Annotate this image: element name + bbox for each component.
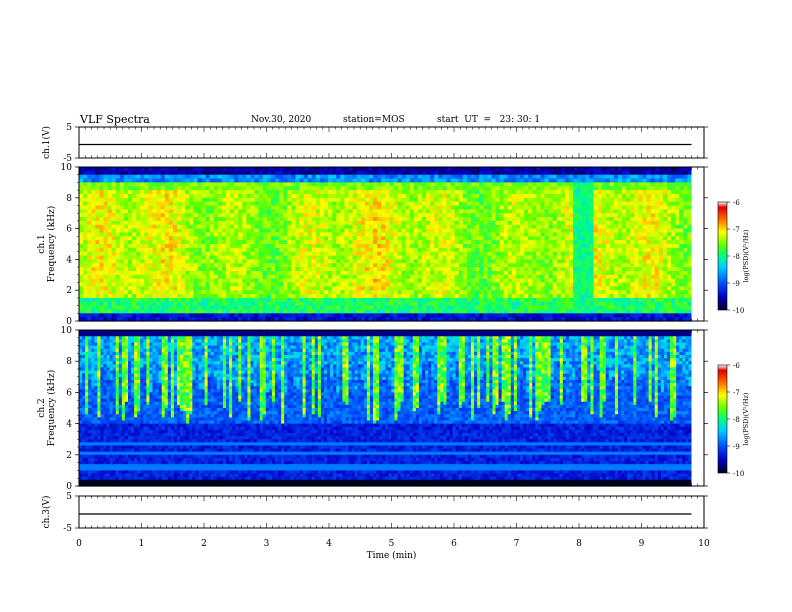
ch2-spectrogram-ytick-label: 0	[66, 482, 72, 492]
ch1-spectrogram-colorbar-label: log(PSD)(V²/Hz)	[742, 229, 750, 282]
ch2-spectrogram-ytick-label: 8	[66, 357, 72, 367]
x-tick-label: 4	[326, 539, 332, 549]
ch2-spectrogram-colorbar-tick: -8	[733, 416, 740, 424]
ch2-spectrogram-colorbar-tick: -6	[733, 362, 740, 370]
x-tick-label: 6	[451, 539, 457, 549]
ch2-spectrogram-ytick-label: 10	[61, 326, 73, 336]
ch2-spectrogram-ytick-label: 2	[66, 451, 72, 461]
x-tick-label: 8	[576, 539, 582, 549]
x-tick-label: 9	[639, 539, 645, 549]
ch1-spectrogram-ytick-label: 4	[66, 255, 72, 265]
ch3-waveform-ytick-label: 5	[66, 492, 72, 502]
ch2-spectrogram-colorbar	[717, 364, 728, 474]
ch2-spectrogram-colorbar-tick: -7	[733, 389, 740, 397]
ch2-spectrogram-colorbar-tick: -10	[733, 470, 744, 478]
ch1-spectrogram-ytick-label: 10	[61, 163, 73, 173]
ch1-spectrogram-ytick-label: 6	[66, 225, 72, 235]
ch2-spectrogram-image	[79, 330, 704, 487]
ch2-spectrogram-ylabel: Frequency (kHz)	[46, 370, 57, 447]
ch3-waveform-ylabel: ch.3(V)	[41, 496, 52, 529]
x-tick-label: 2	[201, 539, 207, 549]
ch1-waveform-ytick-label: 5	[66, 123, 72, 133]
ch1-spectrogram-colorbar	[717, 201, 728, 311]
x-tick-label: 7	[514, 539, 520, 549]
ch1-waveform-ylabel: ch.1(V)	[41, 126, 52, 159]
ch3-waveform-ytick-label: -5	[63, 524, 72, 534]
ch1-spectrogram-ylabel: Frequency (kHz)	[46, 206, 57, 283]
ch1-spectrogram-colorbar-tick: -8	[733, 253, 740, 261]
ch1-spectrogram-ytick-label: 8	[66, 194, 72, 204]
header-start-ut: start UT = 23: 30: 1	[437, 115, 541, 125]
header-title: VLF Spectra	[80, 113, 150, 126]
ch1-waveform-ytick-label: -5	[63, 154, 72, 164]
ch1-spectrogram-image	[79, 167, 704, 322]
ch1-spectrogram-ylabel: ch.1	[37, 234, 47, 253]
header-station: station=MOS	[343, 115, 405, 125]
ch2-spectrogram-ytick-label: 4	[66, 420, 72, 430]
ch2-spectrogram-colorbar-label: log(PSD)(V²/Hz)	[742, 392, 750, 445]
ch2-spectrogram-ylabel: ch.2	[37, 398, 47, 417]
ch2-spectrogram-colorbar-tick: -9	[733, 443, 740, 451]
x-tick-label: 5	[389, 539, 395, 549]
ch1-spectrogram-colorbar-tick: -6	[733, 199, 740, 207]
header-date: Nov.30, 2020	[251, 115, 312, 125]
ch2-spectrogram-ytick-label: 6	[66, 388, 72, 398]
ch1-spectrogram-colorbar-tick: -7	[733, 226, 740, 234]
x-tick-label: 0	[76, 539, 82, 549]
ch1-spectrogram-colorbar-tick: -10	[733, 307, 744, 315]
ch1-spectrogram-colorbar-tick: -9	[733, 280, 740, 288]
x-tick-label: 3	[264, 539, 270, 549]
ch1-spectrogram-ytick-label: 2	[66, 286, 72, 296]
ch1-spectrogram-ytick-label: 0	[66, 317, 72, 327]
x-tick-label: 1	[139, 539, 145, 549]
x-tick-label: 10	[698, 539, 710, 549]
x-axis-label: Time (min)	[367, 550, 417, 561]
